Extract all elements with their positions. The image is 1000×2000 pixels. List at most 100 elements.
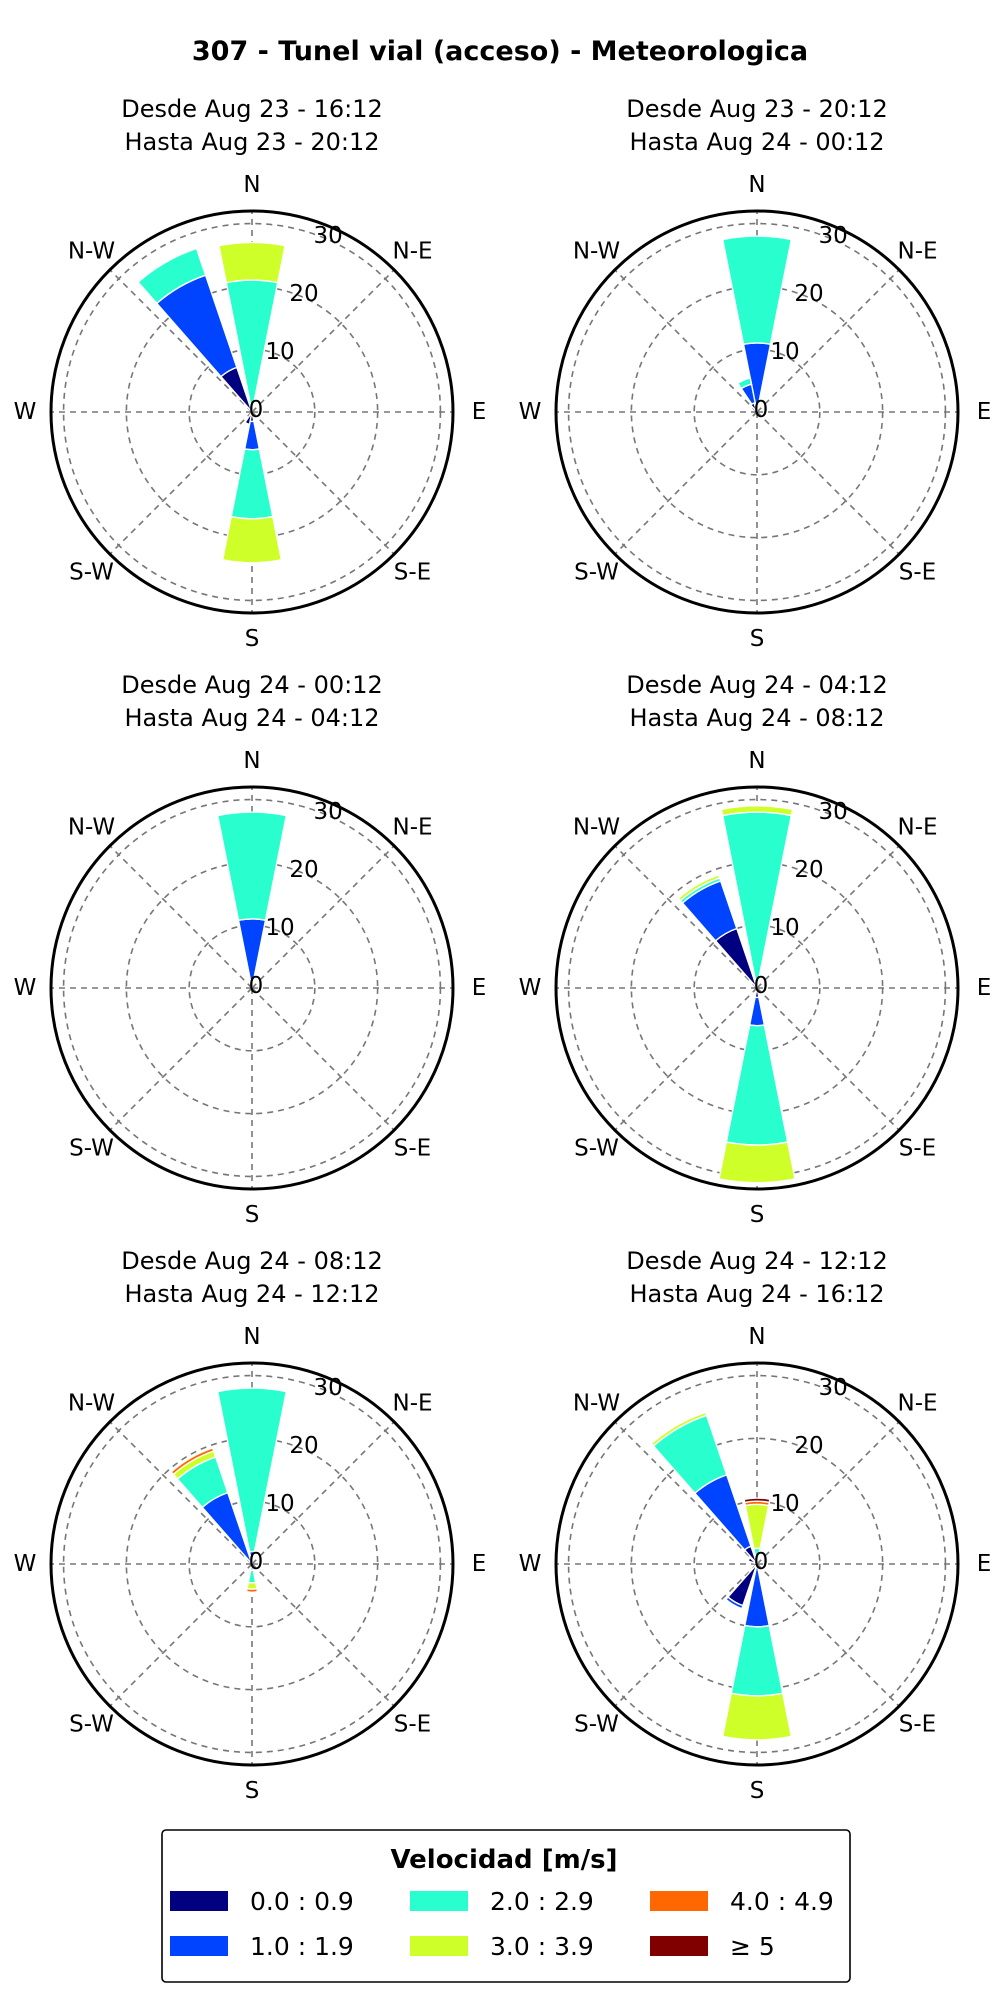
direction-label: E [977,975,992,1001]
direction-label: N [748,172,765,198]
radial-tick-label: 0 [754,973,769,999]
wind-bar-segment [221,515,283,564]
grid-spoke [109,411,253,555]
grid-spoke [109,269,253,413]
grid-spoke [756,845,900,989]
radial-tick-label: 20 [289,281,318,307]
grid-spoke [251,1563,395,1707]
grid-circle [693,924,821,1052]
legend-label: 2.0 : 2.9 [490,1887,594,1916]
direction-label: N-W [68,238,115,264]
legend-swatch [410,1891,468,1911]
radial-tick-label: 10 [770,915,799,941]
radial-tick-label: 10 [265,1491,294,1517]
legend-swatch [650,1891,708,1911]
direction-label: N-E [897,238,937,264]
panel-label-to: Hasta Aug 24 - 00:12 [629,128,884,156]
grid-spoke [614,1421,758,1565]
grid-spoke [614,269,758,413]
direction-label: E [472,1551,487,1577]
wind-bar-segment [725,1024,789,1146]
radial-tick-label: 30 [818,1375,847,1401]
radial-tick-label: 10 [265,339,294,365]
windrose-panel: Desde Aug 24 - 08:12 Hasta Aug 24 - 12:12… [14,1247,487,1804]
radial-tick-label: 10 [770,1491,799,1517]
wind-bar-segment [720,805,794,817]
grid-circle [693,348,821,476]
direction-label: S [245,1778,260,1804]
grid-spoke [756,411,900,555]
panel-label-from: Desde Aug 24 - 04:12 [626,671,888,699]
radial-tick-label: 30 [313,223,342,249]
legend-label: 3.0 : 3.9 [490,1932,594,1961]
panel-label-from: Desde Aug 23 - 20:12 [626,95,888,123]
radial-tick-label: 30 [313,799,342,825]
legend-title: Velocidad [m/s] [390,1845,617,1875]
grid-spoke [251,411,395,555]
direction-label: S-W [574,1136,619,1162]
wind-bar-segment [137,247,207,305]
direction-label: N-E [897,814,937,840]
direction-label: N-E [897,1390,937,1416]
direction-label: E [472,975,487,1001]
grid-spoke [614,1563,758,1707]
wind-bar-segment [748,996,766,1027]
direction-label: S [245,626,260,652]
radial-tick-label: 20 [289,1433,318,1459]
direction-label: S-W [574,1712,619,1738]
direction-label: N [748,1324,765,1350]
direction-label: N-W [573,814,620,840]
outer-circle [49,785,455,1191]
direction-label: N-W [68,1390,115,1416]
direction-label: S-E [394,560,431,586]
outer-circle [554,1361,960,1767]
direction-label: S [750,1202,765,1228]
outer-circle [49,209,455,615]
radial-tick-label: 0 [249,1549,264,1575]
direction-label: N [243,748,260,774]
direction-label: S [750,1778,765,1804]
windrose-panel: Desde Aug 24 - 04:12 Hasta Aug 24 - 08:12… [519,671,992,1228]
legend-swatch [410,1936,468,1956]
direction-label: S-E [899,560,936,586]
direction-label: S-E [394,1712,431,1738]
wind-bar-segment [650,1411,708,1447]
direction-label: W [14,1551,37,1577]
direction-label: S [245,1202,260,1228]
panel-label-from: Desde Aug 24 - 00:12 [121,671,383,699]
direction-label: S-W [69,560,114,586]
grid-circle [188,1500,316,1628]
radial-tick-label: 0 [754,1549,769,1575]
wind-bar-segment [749,402,758,413]
grid-spoke [756,1421,900,1565]
direction-label: N [243,172,260,198]
radial-tick-label: 20 [289,857,318,883]
figure-title: 307 - Tunel vial (acceso) - Meteorologic… [192,36,808,67]
grid-spoke [756,987,900,1131]
direction-label: S-W [574,560,619,586]
panel-label-to: Hasta Aug 23 - 20:12 [124,128,379,156]
grid-spoke [756,269,900,413]
wind-bar-segment [245,1587,259,1593]
wind-bar-segment [724,1596,744,1610]
direction-label: W [519,975,542,1001]
legend-swatch [650,1936,708,1956]
radial-tick-label: 30 [818,223,847,249]
wind-bar-segment [721,1692,793,1741]
radial-tick-label: 0 [249,973,264,999]
radial-tick-label: 20 [794,281,823,307]
direction-label: N-E [392,238,432,264]
radial-tick-label: 0 [249,397,264,423]
grid-spoke [251,1421,395,1565]
grid-spoke [109,1421,253,1565]
direction-label: S-W [69,1136,114,1162]
direction-label: W [519,399,542,425]
grid-spoke [109,1563,253,1707]
legend-label: 0.0 : 0.9 [250,1887,354,1916]
wind-bar-segment [243,420,261,451]
direction-label: E [472,399,487,425]
direction-label: S-E [394,1136,431,1162]
grid-spoke [109,845,253,989]
wind-bar-segment [216,811,288,922]
